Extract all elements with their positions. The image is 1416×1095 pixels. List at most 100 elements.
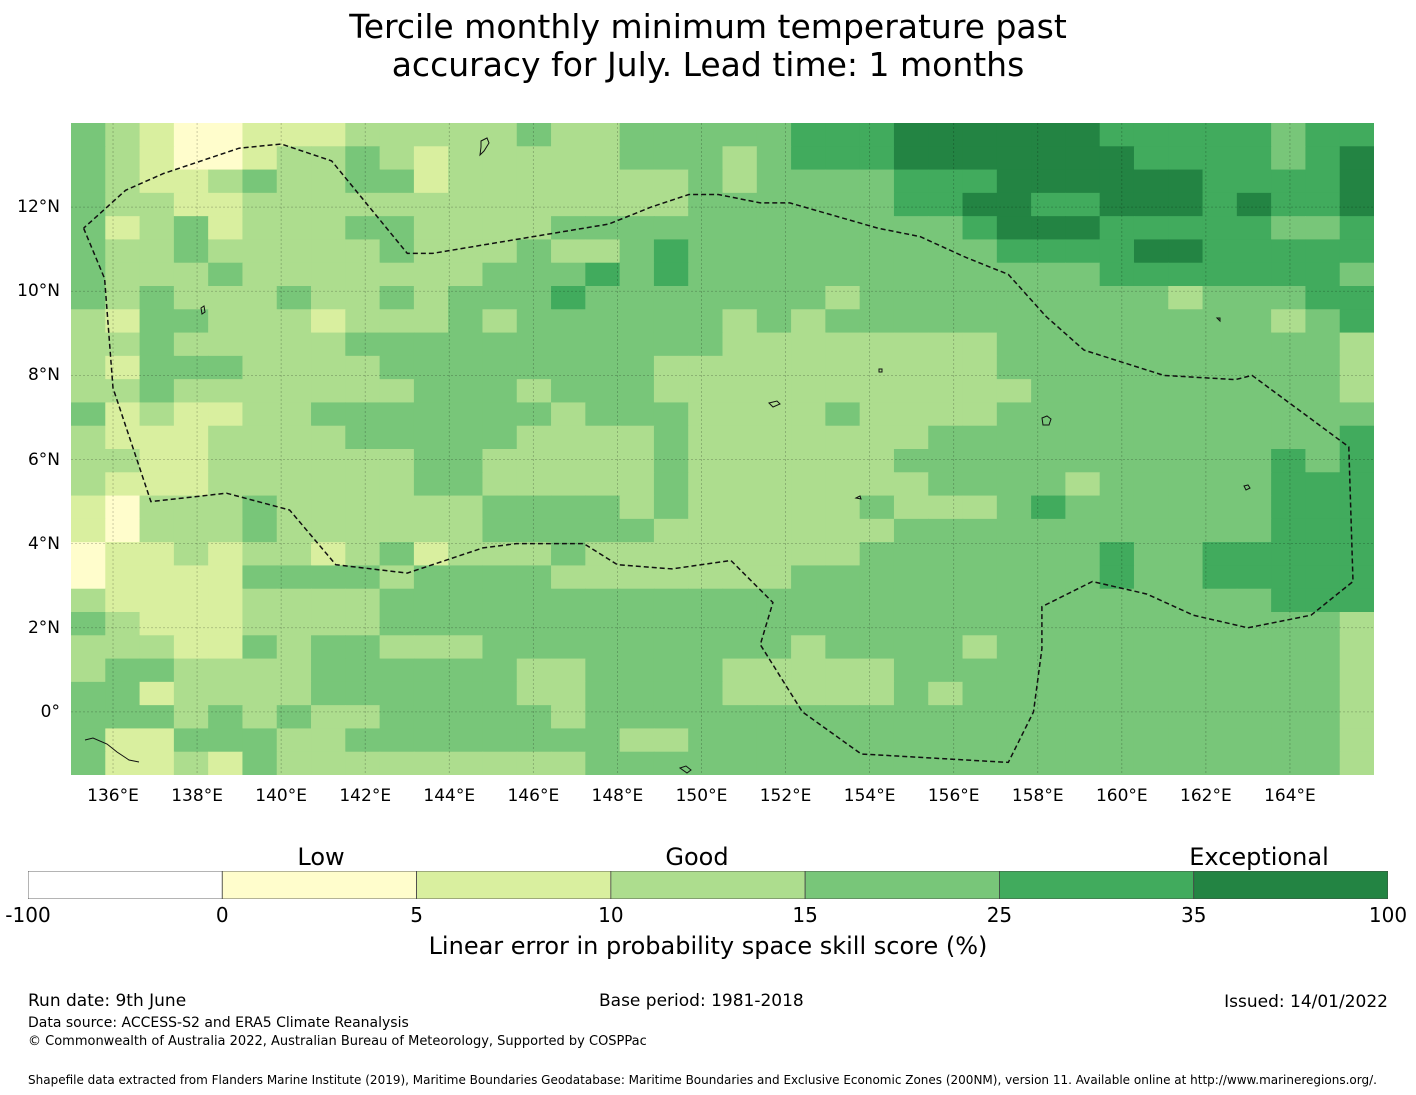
skill-cell (619, 635, 655, 660)
skill-cell (756, 681, 792, 706)
skill-cell (996, 169, 1032, 194)
skill-cell (105, 635, 141, 660)
skill-cell (859, 402, 895, 427)
skill-cell (551, 379, 586, 404)
skill-cell (345, 565, 381, 590)
skill-cell (413, 542, 449, 567)
skill-cell (756, 239, 792, 264)
skill-cell (516, 192, 552, 217)
skill-cell (653, 449, 689, 473)
skill-cell (996, 449, 1032, 473)
skill-cell (962, 216, 998, 241)
skill-cell (482, 355, 518, 380)
skill-cell (345, 751, 381, 775)
skill-cell (1065, 192, 1101, 217)
skill-cell (1065, 239, 1101, 264)
skill-cell (311, 192, 346, 217)
skill-cell (1099, 658, 1135, 683)
skill-cell (653, 495, 689, 520)
skill-cell (1065, 262, 1101, 287)
skill-cell (1339, 635, 1374, 660)
skill-cell (1305, 705, 1341, 730)
skill-cell (242, 565, 278, 590)
skill-cell (962, 239, 998, 264)
skill-cell (928, 449, 964, 473)
skill-cell (276, 239, 312, 264)
skill-cell (208, 472, 244, 497)
skill-cell (756, 402, 792, 427)
skill-cell (1133, 146, 1169, 171)
skill-cell (1065, 379, 1101, 404)
skill-cell (379, 635, 415, 660)
skill-cell (448, 262, 484, 287)
lon-tick-label: 154°E (843, 786, 896, 806)
skill-cell (928, 681, 964, 706)
colorbar-tick-label: 5 (410, 903, 423, 927)
skill-cell (482, 449, 518, 473)
legend-category-good: Good (665, 843, 729, 871)
skill-cell (1202, 169, 1238, 194)
skill-cell (619, 751, 655, 775)
skill-cell (928, 518, 964, 543)
skill-cell (139, 705, 175, 730)
skill-cell (482, 169, 518, 194)
skill-cell (1099, 751, 1135, 775)
skill-cell (1339, 216, 1374, 241)
skill-cell (688, 192, 724, 217)
skill-cell (276, 192, 312, 217)
skill-cell (208, 612, 244, 636)
skill-cell (722, 588, 758, 613)
skill-cell (208, 658, 244, 683)
skill-cell (1031, 728, 1066, 753)
skill-cell (1065, 146, 1101, 171)
skill-cell (139, 146, 175, 171)
skill-cell (928, 286, 964, 310)
skill-cell (311, 355, 346, 380)
skill-cell (311, 123, 346, 147)
skill-cell (379, 239, 415, 264)
skill-cell (1271, 123, 1307, 147)
skill-cell (551, 751, 586, 775)
skill-cell (653, 565, 689, 590)
skill-cell (551, 239, 586, 264)
skill-cell (242, 379, 278, 404)
skill-cell (962, 286, 998, 310)
skill-cell (653, 216, 689, 241)
skill-map (71, 123, 1374, 775)
skill-cell (1133, 286, 1169, 310)
skill-cell (619, 705, 655, 730)
lat-tick-label: 12°N (17, 197, 60, 218)
skill-cell (448, 728, 484, 753)
skill-cell (276, 612, 312, 636)
skill-cell (1065, 542, 1101, 567)
skill-cell (1271, 518, 1307, 543)
skill-cell (1168, 192, 1204, 217)
skill-cell (173, 612, 209, 636)
skill-cell (105, 169, 141, 194)
skill-cell (276, 472, 312, 497)
skill-cell (791, 681, 826, 706)
skill-cell (551, 728, 586, 753)
skill-cell (756, 728, 792, 753)
skill-cell (1202, 751, 1238, 775)
skill-cell (1065, 728, 1101, 753)
skill-cell (928, 192, 964, 217)
skill-cell (516, 402, 552, 427)
lat-tick-label: 4°N (27, 533, 60, 554)
legend-category-low: Low (297, 843, 345, 871)
skill-cell (448, 565, 484, 590)
skill-cell (653, 612, 689, 636)
skill-cell (1031, 123, 1066, 147)
skill-cell (928, 658, 964, 683)
skill-cell (242, 309, 278, 334)
skill-cell (1168, 332, 1204, 357)
skill-cell (585, 192, 621, 217)
skill-cell (516, 495, 552, 520)
skill-cell (859, 518, 895, 543)
skill-cell (585, 425, 621, 450)
skill-cell (859, 728, 895, 753)
skill-cell (1099, 728, 1135, 753)
skill-cell (653, 169, 689, 194)
lon-tick-label: 150°E (675, 786, 728, 806)
skill-cell (619, 332, 655, 357)
